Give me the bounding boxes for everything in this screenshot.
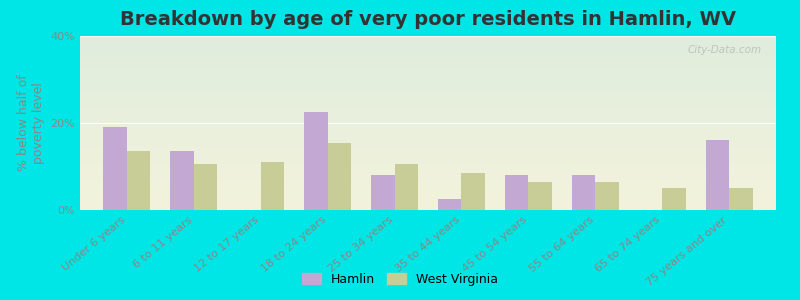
- Bar: [371, 175, 394, 210]
- Bar: [505, 175, 528, 210]
- Y-axis label: % below half of
poverty level: % below half of poverty level: [17, 75, 45, 171]
- Bar: [304, 112, 328, 210]
- Bar: [595, 182, 618, 210]
- Bar: [572, 175, 595, 210]
- Bar: [662, 188, 686, 210]
- Bar: [706, 140, 729, 210]
- Bar: [170, 151, 194, 210]
- Text: City-Data.com: City-Data.com: [688, 45, 762, 55]
- Bar: [438, 199, 462, 210]
- Bar: [394, 164, 418, 210]
- Title: Breakdown by age of very poor residents in Hamlin, WV: Breakdown by age of very poor residents …: [120, 10, 736, 29]
- Bar: [528, 182, 552, 210]
- Bar: [194, 164, 217, 210]
- Bar: [729, 188, 753, 210]
- Bar: [261, 162, 284, 210]
- Legend: Hamlin, West Virginia: Hamlin, West Virginia: [297, 268, 503, 291]
- Bar: [462, 173, 485, 210]
- Bar: [127, 151, 150, 210]
- Bar: [328, 142, 351, 210]
- Bar: [103, 127, 127, 210]
